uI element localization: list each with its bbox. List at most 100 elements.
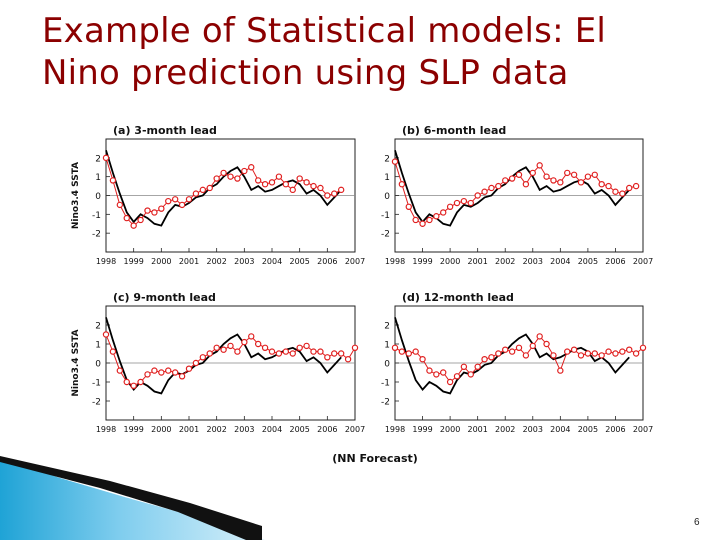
x-tick-label: 2001 [179, 257, 199, 266]
forecast-point [419, 356, 426, 363]
y-tick-label: -2 [92, 398, 101, 408]
forecast-point [337, 350, 345, 357]
forecast-point [467, 371, 474, 378]
forecast-point [577, 179, 585, 186]
forecast-point [234, 348, 241, 355]
forecast-point [605, 348, 612, 355]
x-tick-label: 2003 [234, 257, 254, 266]
forecast-point [522, 180, 530, 188]
chart-panel-1: (a) 3-month lead Nino3.4 SSTA -2 -1 0 1 2 1998 1… [71, 124, 365, 266]
y-tick-label: 1 [95, 341, 101, 351]
x-tick-label: 2000 [151, 257, 171, 266]
forecast-point [268, 179, 276, 186]
forecast-point [557, 179, 564, 186]
forecast-point [550, 177, 557, 184]
forecast-point [116, 367, 124, 374]
forecast-point [248, 164, 255, 171]
forecast-point [254, 177, 262, 184]
x-tick-label: 1998 [385, 425, 405, 434]
x-tick-label: 1999 [123, 425, 143, 434]
y-tick-label: 1 [95, 173, 101, 183]
forecast-point [564, 348, 571, 355]
forecast-point [419, 220, 426, 227]
forecast-point [626, 346, 633, 353]
observed-series-line [105, 150, 342, 227]
y-tick-label: 1 [384, 173, 390, 183]
y-tick-label: 0 [95, 192, 101, 202]
forecast-point [632, 182, 640, 190]
forecast-point [303, 179, 310, 186]
x-tick-label: 2000 [440, 425, 460, 434]
forecast-point [337, 186, 345, 194]
x-tick-label: 2002 [206, 425, 226, 434]
figure-footer-label: (NN Forecast) [332, 452, 418, 465]
forecast-point [529, 169, 536, 177]
x-tick-label: 2001 [467, 257, 487, 266]
forecast-point [275, 173, 283, 180]
slide-title-line-2: Nino prediction using SLP data [42, 53, 569, 93]
forecast-point [324, 354, 331, 361]
x-tick-label: 1998 [96, 257, 116, 266]
forecast-point [116, 201, 124, 209]
forecast-point [254, 340, 262, 348]
forecast-point [564, 169, 571, 177]
forecast-point [185, 365, 193, 372]
forecast-point [158, 369, 165, 376]
forecast-point [467, 199, 474, 207]
x-tick-label: 2004 [550, 257, 570, 266]
forecast-point [310, 182, 317, 190]
forecast-point [331, 190, 338, 197]
y-axis-label: Nino3.4 SSTA [71, 162, 81, 229]
forecast-point [241, 338, 248, 346]
forecast-point [515, 171, 523, 178]
chart-panel-4: (d) 12-month lead -2 -1 0 1 2 1998 1999 2000 2001… [381, 291, 653, 434]
forecast-point [331, 350, 338, 357]
chart-panel-3: (c) 9-month lead Nino3.4 SSTA -2 -1 0 1 2 1998 1… [71, 291, 365, 434]
forecast-point [632, 350, 640, 357]
x-tick-label: 2003 [523, 257, 543, 266]
x-tick-label: 2005 [289, 257, 309, 266]
forecast-point [296, 175, 303, 182]
forecast-point [213, 175, 220, 182]
forecast-point [303, 342, 310, 350]
x-tick-label: 2005 [289, 425, 309, 434]
forecast-point [324, 192, 331, 199]
x-tick-label: 2006 [605, 425, 625, 434]
y-axis-label: Nino3.4 SSTA [71, 329, 81, 396]
forecast-point [536, 162, 543, 169]
y-tick-label: 2 [95, 154, 101, 164]
forecast-point [619, 190, 626, 197]
forecast-point [433, 371, 440, 378]
forecast-point [178, 373, 186, 380]
forecast-point [495, 182, 502, 190]
x-tick-label: 2003 [523, 425, 543, 434]
forecast-point [317, 184, 324, 192]
y-tick-label: 0 [95, 360, 101, 370]
forecast-point [158, 205, 165, 212]
y-tick-label: -1 [381, 211, 390, 221]
x-tick-label: 2006 [317, 257, 337, 266]
forecast-point [171, 196, 179, 203]
forecast-point [234, 175, 241, 182]
forecast-point [296, 344, 303, 351]
forecast-point [515, 344, 523, 351]
x-tick-label: 2007 [633, 257, 653, 266]
forecast-point [440, 369, 447, 376]
forecast-point [268, 348, 276, 355]
forecast-point [199, 186, 207, 194]
y-tick-label: 2 [384, 154, 390, 164]
forecast-point [227, 173, 234, 180]
forecast-point [495, 350, 502, 357]
forecast-point [557, 367, 564, 374]
panel-title: (c) 9-month lead [113, 291, 216, 304]
forecast-point [460, 363, 468, 370]
x-tick-label: 1999 [412, 425, 432, 434]
forecast-point [446, 378, 454, 386]
forecast-point [344, 356, 352, 363]
x-tick-label: 2007 [345, 425, 365, 434]
forecast-point [206, 350, 213, 357]
forecast-point [317, 348, 324, 355]
x-tick-label: 2002 [206, 257, 226, 266]
x-tick-label: 1999 [412, 257, 432, 266]
